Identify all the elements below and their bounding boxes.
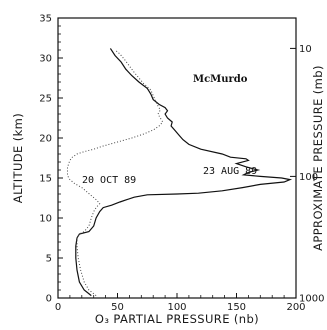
x-tick-label: 0 xyxy=(55,302,61,313)
axis-ticks xyxy=(57,17,297,299)
series-line-aug-23-1989 xyxy=(75,48,293,297)
y2-tick-label: 100 xyxy=(299,172,318,183)
series-layer xyxy=(67,48,293,297)
y-tick-label: 20 xyxy=(39,134,52,145)
station-annotation: McMurdo xyxy=(193,74,248,85)
y-tick-label: 15 xyxy=(39,174,52,185)
series-label-oct: 20 OCT 89 xyxy=(82,175,136,186)
y-tick-label: 25 xyxy=(39,94,52,105)
y2-tick-label: 10 xyxy=(299,44,312,55)
y-tick-label: 10 xyxy=(39,214,52,225)
y2-tick-label: 1000 xyxy=(299,294,324,305)
x-tick-label: 50 xyxy=(111,302,124,313)
x-tick-label: 150 xyxy=(227,302,246,313)
plot-frame xyxy=(57,17,297,299)
y2-axis-title: APPROXIMATE PRESSURE (mb) xyxy=(311,65,325,251)
y-tick-labels: 0 5 10 15 20 25 30 35 xyxy=(39,14,52,305)
series-label-aug: 23 AUG 89 xyxy=(203,166,257,177)
y-tick-label: 5 xyxy=(46,254,52,265)
x-axis-title: O₃ PARTIAL PRESSURE (nb) xyxy=(95,312,259,326)
y-axis-title: ALTITUDE (km) xyxy=(11,113,25,203)
y-tick-label: 35 xyxy=(39,14,52,25)
y-tick-label: 30 xyxy=(39,54,52,65)
x-tick-label: 100 xyxy=(167,302,186,313)
y-tick-label: 0 xyxy=(46,294,52,305)
x-tick-labels: 0 50 100 150 200 xyxy=(55,302,306,313)
y2-tick-labels: 10 100 1000 xyxy=(299,44,324,305)
x-tick-label: 200 xyxy=(286,302,305,313)
series-line-oct-20-1989 xyxy=(67,49,164,296)
